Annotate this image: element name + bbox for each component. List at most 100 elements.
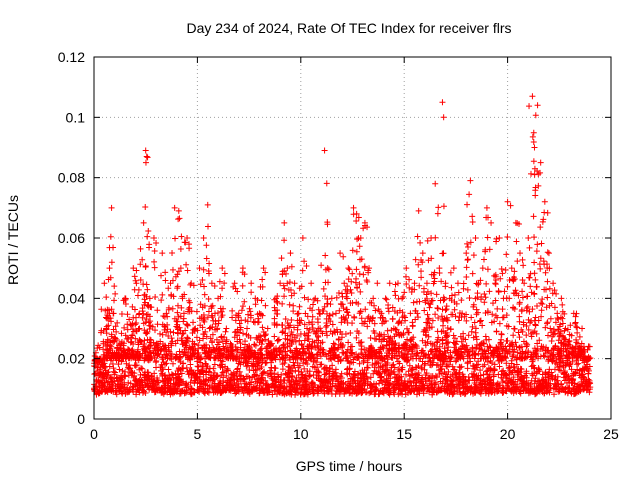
data-point bbox=[353, 210, 360, 217]
data-point bbox=[511, 268, 518, 275]
data-point bbox=[191, 326, 198, 333]
data-point bbox=[521, 355, 528, 362]
data-point bbox=[187, 379, 194, 386]
data-point bbox=[196, 265, 203, 272]
data-point bbox=[159, 377, 166, 384]
data-point bbox=[511, 325, 518, 332]
data-point bbox=[135, 377, 142, 384]
data-point bbox=[314, 387, 321, 394]
data-point bbox=[318, 328, 325, 335]
data-point bbox=[499, 389, 506, 396]
data-point bbox=[147, 343, 154, 350]
data-point bbox=[440, 297, 447, 304]
data-point bbox=[260, 265, 267, 272]
data-point bbox=[220, 368, 227, 375]
data-point bbox=[400, 330, 407, 337]
data-point bbox=[236, 320, 243, 327]
data-point bbox=[268, 364, 275, 371]
data-point bbox=[458, 313, 465, 320]
data-point bbox=[551, 376, 558, 383]
data-point bbox=[146, 295, 153, 302]
data-point bbox=[124, 321, 131, 328]
data-point bbox=[519, 256, 526, 263]
data-point bbox=[459, 310, 466, 317]
data-point bbox=[322, 293, 329, 300]
data-point bbox=[114, 383, 121, 390]
data-point bbox=[127, 339, 134, 346]
data-point bbox=[576, 367, 583, 374]
data-point bbox=[131, 373, 138, 380]
data-point bbox=[142, 369, 149, 376]
data-point bbox=[490, 373, 497, 380]
data-point bbox=[212, 388, 219, 395]
data-point bbox=[414, 310, 421, 317]
data-point bbox=[403, 384, 410, 391]
data-point bbox=[465, 349, 472, 356]
data-point bbox=[433, 362, 440, 369]
data-point bbox=[212, 321, 219, 328]
data-point bbox=[501, 371, 508, 378]
data-point bbox=[362, 306, 369, 313]
data-point bbox=[489, 352, 496, 359]
data-point bbox=[505, 365, 512, 372]
data-point bbox=[151, 264, 158, 271]
data-point bbox=[498, 368, 505, 375]
data-point bbox=[542, 269, 549, 276]
data-point bbox=[343, 306, 350, 313]
data-point bbox=[137, 338, 144, 345]
data-point bbox=[314, 343, 321, 350]
data-point bbox=[127, 369, 134, 376]
data-point bbox=[112, 389, 119, 396]
data-point bbox=[338, 334, 345, 341]
data-point bbox=[493, 235, 500, 242]
data-point bbox=[391, 333, 398, 340]
data-point bbox=[154, 377, 161, 384]
data-point bbox=[576, 333, 583, 340]
data-point bbox=[221, 334, 228, 341]
data-point bbox=[370, 295, 377, 302]
data-point bbox=[375, 364, 382, 371]
data-point bbox=[122, 300, 129, 307]
data-point bbox=[257, 337, 264, 344]
data-point bbox=[462, 378, 469, 385]
data-point bbox=[121, 379, 128, 386]
data-point bbox=[394, 280, 401, 287]
data-point bbox=[103, 294, 110, 301]
data-point bbox=[480, 378, 487, 385]
data-point bbox=[463, 383, 470, 390]
data-point bbox=[324, 300, 331, 307]
data-point bbox=[448, 311, 455, 318]
data-point bbox=[416, 282, 423, 289]
data-point bbox=[282, 348, 289, 355]
data-point bbox=[460, 374, 467, 381]
data-point bbox=[305, 373, 312, 380]
data-point bbox=[234, 387, 241, 394]
data-point bbox=[519, 277, 526, 284]
data-point bbox=[561, 386, 568, 393]
data-point bbox=[477, 381, 484, 388]
data-point bbox=[172, 235, 179, 242]
data-point bbox=[532, 112, 539, 119]
data-point bbox=[128, 338, 135, 345]
data-point bbox=[322, 252, 329, 259]
data-point bbox=[562, 325, 569, 332]
data-point bbox=[150, 377, 157, 384]
data-point bbox=[537, 255, 544, 262]
data-point bbox=[251, 349, 258, 356]
data-point bbox=[141, 374, 148, 381]
data-point bbox=[432, 311, 439, 318]
data-point bbox=[436, 265, 443, 272]
data-point bbox=[559, 320, 566, 327]
data-point bbox=[252, 301, 259, 308]
data-point bbox=[275, 336, 282, 343]
data-point bbox=[388, 338, 395, 345]
data-point bbox=[248, 312, 255, 319]
data-point bbox=[296, 337, 303, 344]
data-point bbox=[504, 233, 511, 240]
data-point bbox=[416, 387, 423, 394]
data-point bbox=[392, 326, 399, 333]
data-point bbox=[164, 321, 171, 328]
data-point bbox=[554, 377, 561, 384]
data-point bbox=[496, 320, 503, 327]
data-point bbox=[482, 294, 489, 301]
